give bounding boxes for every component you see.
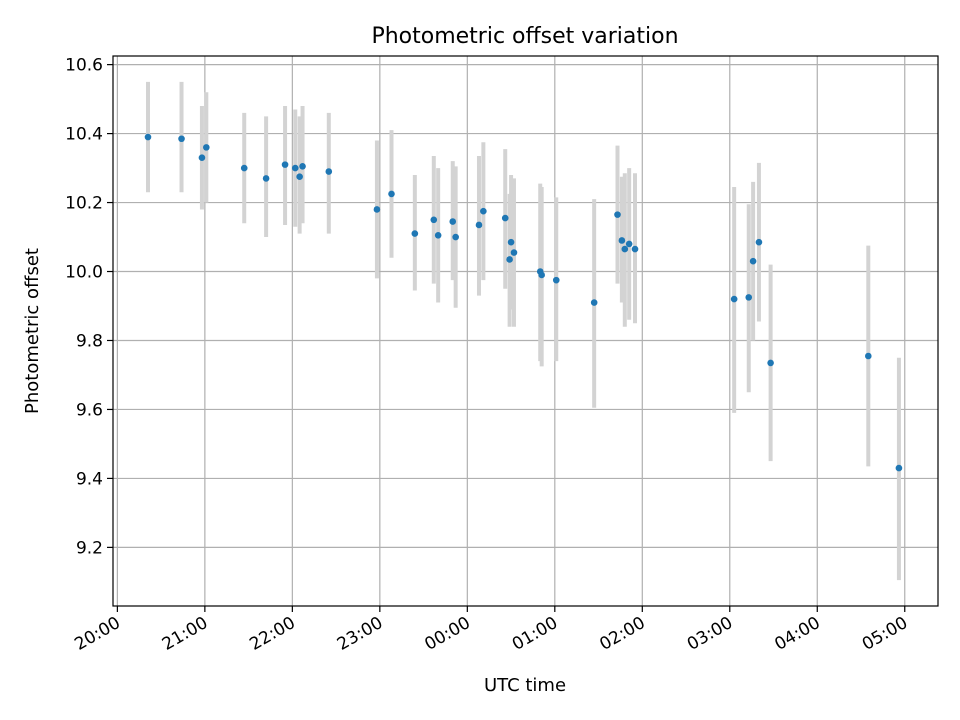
data-point bbox=[552, 276, 560, 284]
data-point bbox=[625, 240, 633, 248]
data-point bbox=[198, 154, 206, 162]
data-point bbox=[388, 190, 395, 198]
y-axis-title: Photometric offset bbox=[22, 248, 43, 414]
chart-title: Photometric offset variation bbox=[371, 24, 678, 49]
data-points bbox=[144, 133, 903, 472]
data-point bbox=[501, 214, 509, 222]
data-point bbox=[745, 294, 753, 301]
data-point bbox=[144, 133, 152, 141]
data-point bbox=[510, 249, 518, 256]
grid bbox=[113, 56, 938, 606]
y-tick-label: 9.4 bbox=[76, 469, 103, 489]
data-point bbox=[299, 163, 306, 170]
y-tick-label: 10.2 bbox=[65, 194, 103, 214]
data-point bbox=[618, 237, 626, 244]
y-tick-label: 10.6 bbox=[65, 56, 103, 76]
data-point bbox=[240, 164, 248, 172]
data-point bbox=[434, 232, 442, 239]
data-point bbox=[411, 230, 419, 237]
data-point bbox=[507, 238, 515, 246]
y-tick-label: 9.8 bbox=[76, 331, 103, 351]
data-point bbox=[475, 221, 483, 229]
y-tick-label: 9.2 bbox=[76, 538, 103, 558]
data-point bbox=[203, 144, 210, 151]
x-axis-title: UTC time bbox=[484, 675, 566, 696]
data-point bbox=[281, 161, 289, 168]
y-tick-label: 9.6 bbox=[76, 400, 103, 420]
data-point bbox=[538, 271, 545, 279]
data-point bbox=[590, 299, 598, 306]
data-point bbox=[865, 352, 872, 360]
data-point bbox=[325, 168, 333, 175]
data-point bbox=[631, 245, 639, 253]
y-tick-label: 10.4 bbox=[65, 125, 103, 145]
data-point bbox=[614, 211, 621, 218]
data-point bbox=[480, 207, 487, 215]
data-point bbox=[373, 206, 381, 213]
data-point bbox=[749, 257, 757, 265]
data-point bbox=[621, 245, 629, 253]
data-point bbox=[262, 175, 270, 182]
data-point bbox=[452, 233, 459, 241]
data-point bbox=[767, 359, 774, 367]
data-point bbox=[291, 164, 299, 172]
data-point bbox=[430, 216, 438, 224]
plot-frame bbox=[112, 55, 939, 607]
data-point bbox=[178, 135, 185, 143]
data-point bbox=[506, 256, 513, 263]
data-point bbox=[296, 173, 303, 180]
data-point bbox=[895, 464, 903, 472]
y-axis-ticks: 9.2 9.4 9.6 9.8 10.0 10.2 10.4 10.6 bbox=[65, 56, 113, 558]
data-point bbox=[755, 238, 763, 246]
data-point bbox=[730, 295, 738, 303]
data-point bbox=[449, 218, 457, 225]
y-tick-label: 10.0 bbox=[65, 263, 103, 283]
